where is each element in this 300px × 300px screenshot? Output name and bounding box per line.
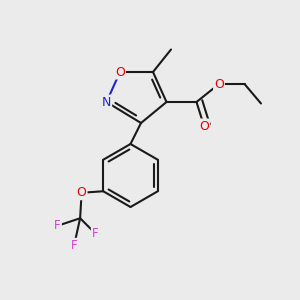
Text: O: O [77,186,87,199]
Text: N: N [102,95,111,109]
Text: F: F [92,227,98,240]
Text: F: F [71,239,77,252]
Text: O: O [214,77,224,91]
Text: O: O [115,65,125,79]
Text: O: O [199,119,209,133]
Text: F: F [54,219,61,232]
